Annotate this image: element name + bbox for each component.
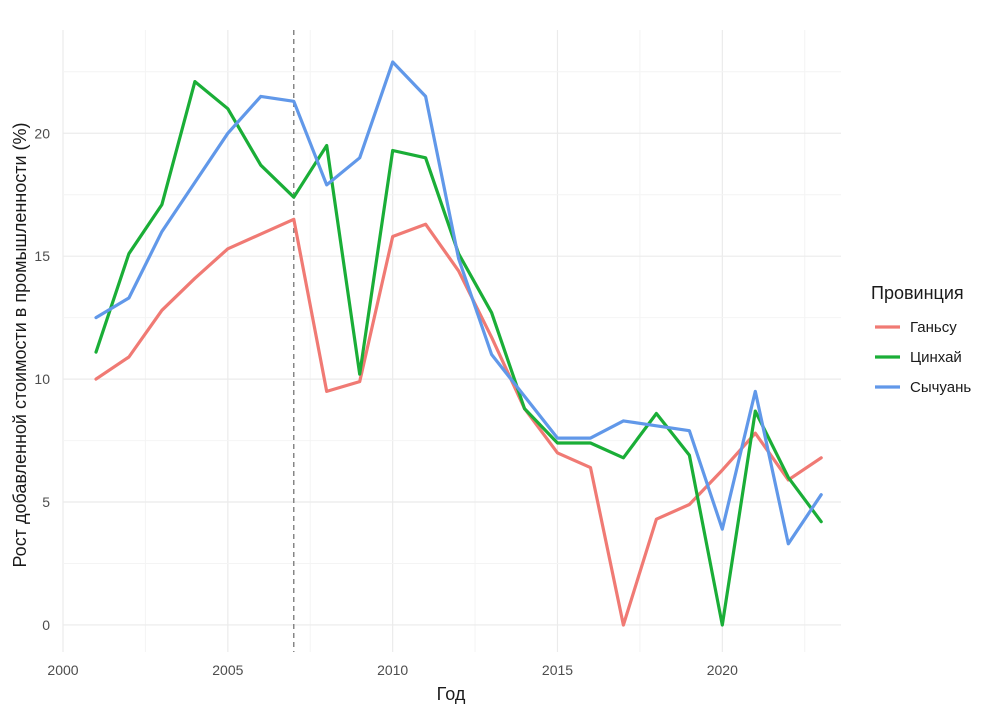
y-tick-label: 20 [34,125,50,141]
legend-label: Сычуань [910,379,971,396]
legend-label: Цинхай [910,349,962,366]
legend-title: Провинция [871,283,964,303]
series-line-3 [94,60,823,546]
legend: Провинция Ганьсу Цинхай Сычуань [871,283,971,396]
legend-items: Ганьсу Цинхай Сычуань [875,319,971,396]
series-line-2 [94,79,823,627]
series-lines [94,60,823,627]
y-tick-label: 0 [42,617,50,633]
grid-lines [62,30,841,652]
x-tick-label: 2010 [377,662,408,678]
x-tick-label: 2020 [707,662,738,678]
y-axis-title: Рост добавленной стоимости в промышленно… [10,122,30,567]
x-tick-label: 2000 [47,662,78,678]
x-axis-title: Год [437,684,466,704]
x-tick-label: 2005 [212,662,243,678]
y-tick-label: 15 [34,248,50,264]
legend-item: Цинхай [875,349,962,366]
legend-item: Сычуань [875,379,971,396]
x-axis-ticks: 2000 2005 2010 2015 2020 [47,662,738,678]
legend-label: Ганьсу [910,319,957,336]
y-tick-label: 5 [42,494,50,510]
series-line-1 [94,217,823,627]
legend-item: Ганьсу [875,319,957,336]
y-axis-ticks: 0 5 10 15 20 [34,125,50,633]
y-tick-label: 10 [34,371,50,387]
x-tick-label: 2015 [542,662,573,678]
